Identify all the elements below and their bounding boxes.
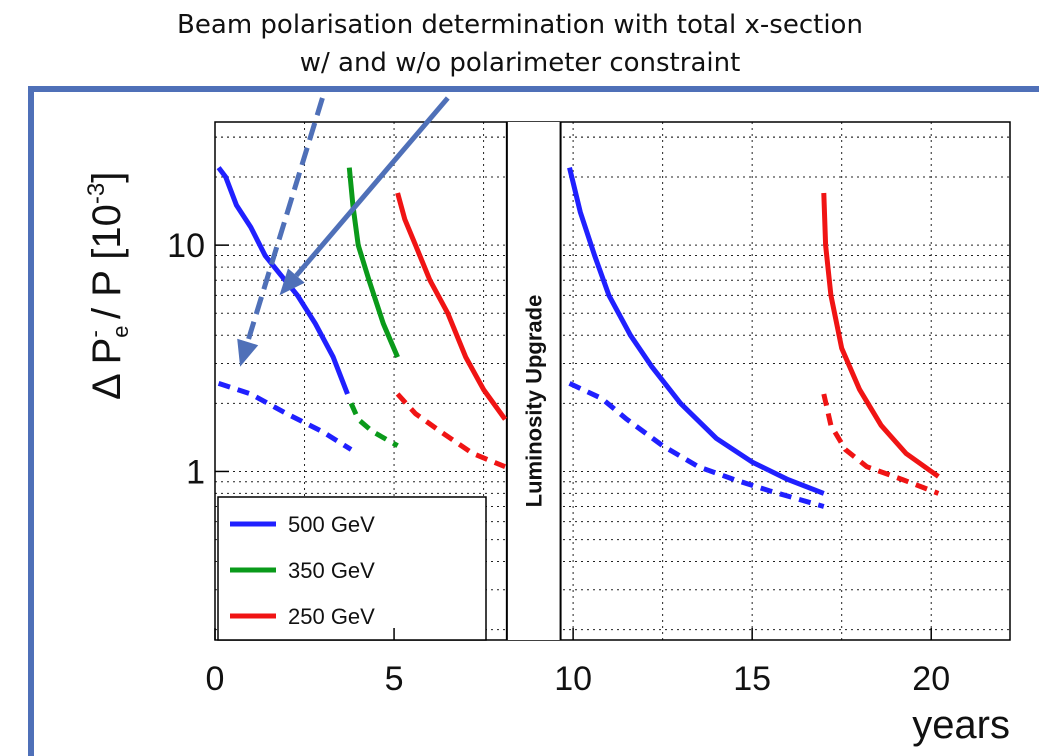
legend-label-2: 250 GeV: [288, 604, 375, 629]
series-line-2-solid: [346, 167, 400, 359]
annotation-arrow-shaft-0: [245, 97, 325, 343]
band-layer: Luminosity Upgrade: [505, 122, 562, 640]
y-axis-title-exp: -3: [83, 183, 110, 204]
slide-frame: [28, 86, 1039, 756]
series-layer: [216, 166, 940, 509]
plot-frame: [214, 121, 1011, 641]
x-tick-label: 5: [385, 660, 404, 698]
series-line-8-solid: [821, 192, 940, 479]
x-tick-label: 15: [733, 660, 771, 698]
legend-label-0: 500 GeV: [288, 512, 375, 537]
x-axis-title: years: [912, 703, 1010, 747]
x-tick-label: 10: [554, 660, 592, 698]
svg-text:Δ Pe- / P [10-3]: Δ Pe- / P [10-3]: [82, 172, 133, 400]
y-tick-label: 1: [186, 453, 205, 491]
header-line-1: Beam polarisation determination with tot…: [177, 10, 863, 40]
annotation-arrow-head-0: [237, 338, 259, 367]
legend: 500 GeV 350 GeV 250 GeV: [217, 496, 487, 641]
y-axis-title-delta: Δ P: [85, 338, 129, 400]
series-line-9-dashed: [821, 393, 940, 496]
annotation-arrow-head-1: [279, 268, 305, 296]
y-axis-title-rest: / P [10: [85, 204, 129, 330]
series-line-5-dashed: [395, 392, 507, 470]
upgrade-band-label: Luminosity Upgrade: [522, 295, 547, 508]
header-line-2: w/ and w/o polarimeter constraint: [299, 48, 741, 78]
x-tick-label: 20: [912, 660, 950, 698]
legend-label-1: 350 GeV: [288, 558, 375, 583]
series-line-7-dashed: [568, 381, 825, 509]
x-tick-label: 0: [206, 660, 225, 698]
y-tick-label: 10: [167, 227, 205, 265]
series-line-0-solid: [216, 166, 350, 395]
y-axis-title-sub: e: [108, 325, 133, 337]
tick-layer: 0 5 10 15 20 1 10: [167, 227, 950, 698]
upgrade-band: [506, 122, 561, 640]
annotation-arrow-shaft-1: [294, 96, 450, 278]
y-axis-title-sup: -: [82, 330, 107, 337]
y-axis-title: Δ Pe- / P [10-3]: [82, 172, 133, 400]
y-axis-title-close: ]: [85, 172, 129, 183]
series-line-1-dashed: [217, 381, 353, 452]
annotation-arrows: [237, 96, 450, 367]
series-line-3-dashed: [348, 402, 399, 448]
series-line-6-solid: [567, 167, 825, 496]
series-line-4-solid: [395, 192, 508, 421]
